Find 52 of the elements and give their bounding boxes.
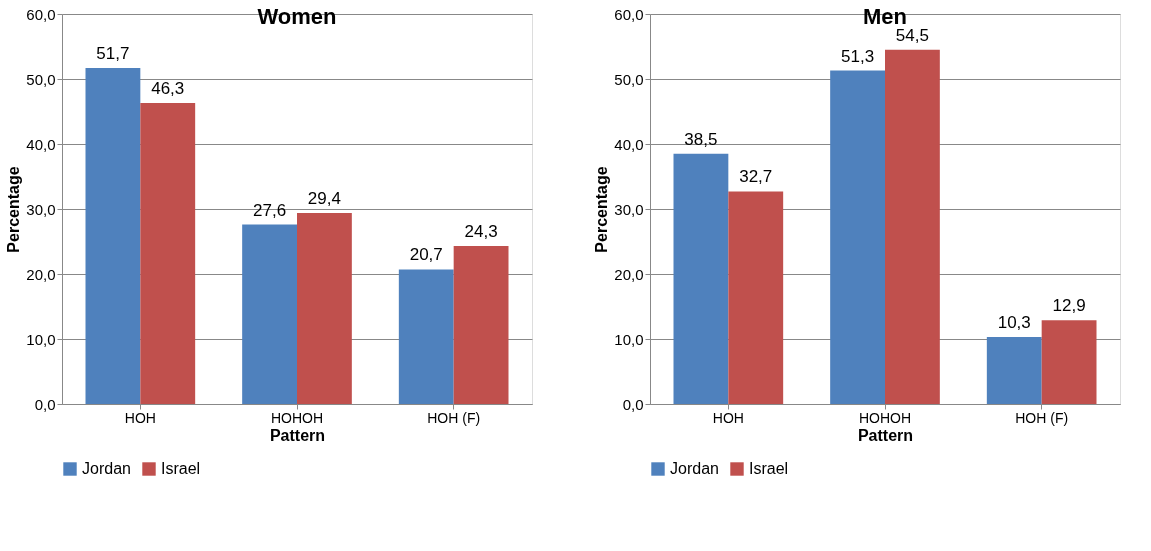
data-label: 10,3 xyxy=(997,313,1031,333)
y-tick-label: 0,0 xyxy=(622,395,644,413)
bar xyxy=(673,153,729,404)
y-tick-label: 10,0 xyxy=(26,330,56,348)
data-label: 38,5 xyxy=(684,129,718,149)
bar xyxy=(885,49,940,404)
y-axis-title: Percentage xyxy=(593,166,611,253)
data-label: 51,7 xyxy=(96,43,130,63)
bar xyxy=(728,191,784,404)
bar xyxy=(453,246,509,404)
x-tick-label: HOH xyxy=(712,409,744,426)
x-tick-label: HOHOH xyxy=(270,409,324,426)
x-tick-label: HOHOH xyxy=(858,409,912,426)
data-label: 24,3 xyxy=(464,222,498,242)
x-tick-label: HOH (F) xyxy=(427,409,481,426)
y-tick-label: 50,0 xyxy=(26,70,56,88)
y-tick-label: 30,0 xyxy=(614,200,644,218)
legend-label: Israel xyxy=(161,460,201,477)
data-label: 32,7 xyxy=(739,167,773,187)
bar xyxy=(830,70,885,404)
bar xyxy=(140,103,196,404)
x-tick-label: HOH (F) xyxy=(1015,409,1069,426)
data-label: 12,9 xyxy=(1052,296,1086,316)
bar xyxy=(297,212,352,404)
y-tick-label: 60,0 xyxy=(614,5,644,23)
bar xyxy=(85,67,141,404)
y-axis-title: Percentage xyxy=(5,166,23,253)
y-tick-label: 40,0 xyxy=(614,135,644,153)
x-axis-title: Pattern xyxy=(269,426,326,444)
x-axis-title: Pattern xyxy=(857,426,914,444)
x-tick-label: HOH xyxy=(124,409,156,426)
chart-title: Women xyxy=(257,4,337,29)
legend-label: Jordan xyxy=(670,460,719,477)
legend-label: Israel xyxy=(749,460,789,477)
y-tick-label: 10,0 xyxy=(614,330,644,348)
bar xyxy=(398,269,454,404)
y-tick-label: 30,0 xyxy=(26,200,56,218)
bar xyxy=(986,337,1042,404)
data-label: 51,3 xyxy=(841,46,875,66)
y-tick-label: 50,0 xyxy=(614,70,644,88)
y-tick-label: 60,0 xyxy=(26,5,56,23)
y-tick-label: 20,0 xyxy=(26,265,56,283)
y-tick-label: 40,0 xyxy=(26,135,56,153)
y-tick-label: 20,0 xyxy=(614,265,644,283)
data-label: 46,3 xyxy=(151,79,185,99)
data-label: 27,6 xyxy=(253,200,287,220)
legend-label: Jordan xyxy=(82,460,131,477)
bar xyxy=(242,224,297,404)
y-tick-label: 0,0 xyxy=(34,395,56,413)
data-label: 29,4 xyxy=(307,188,341,208)
bar xyxy=(1041,320,1097,404)
data-label: 20,7 xyxy=(409,245,443,265)
